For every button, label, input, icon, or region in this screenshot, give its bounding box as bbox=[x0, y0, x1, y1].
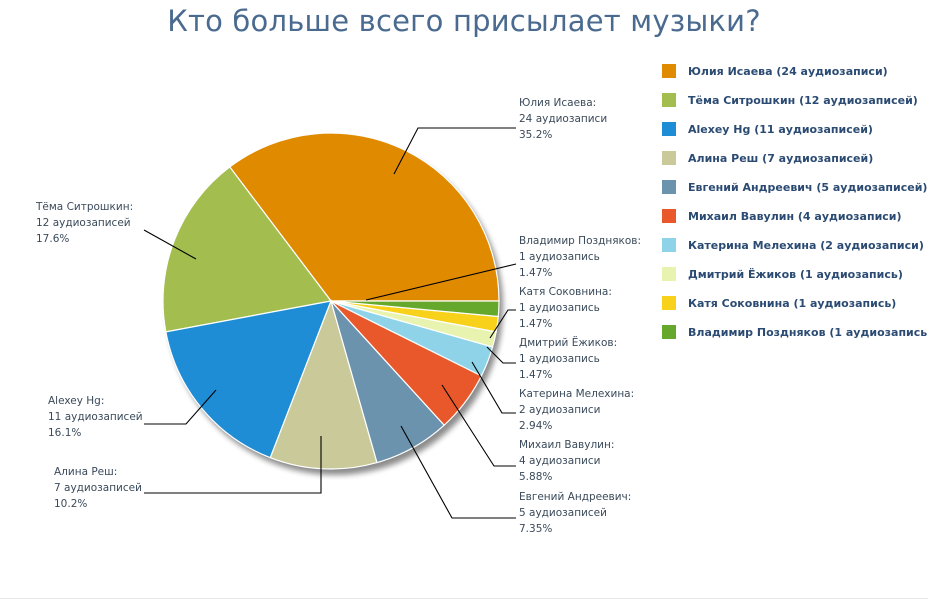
slice-label-name-alexey-hg: Alexey Hg: bbox=[48, 395, 104, 407]
pie-slice-алина-реш[interactable] bbox=[269, 299, 378, 470]
legend-item-дмитрий-ёжиков: Дмитрий Ёжиков (1 аудиозапись) bbox=[688, 267, 903, 281]
pie-slice-владимир-поздняков[interactable] bbox=[330, 300, 500, 318]
legend-item-евгений-андреевич: Евгений Андреевич (5 аудиозаписей) bbox=[688, 181, 927, 194]
slice-label-count-михаил-вавулин: 4 аудиозаписи bbox=[519, 455, 600, 467]
leader-line-михаил-вавулин bbox=[441, 384, 516, 467]
legend-swatch-дмитрий-ёжиков bbox=[662, 267, 676, 281]
leader-line-катерина-мелехина bbox=[471, 361, 516, 414]
slice-label-percent-владимир-поздняков: 1.47% bbox=[519, 267, 552, 279]
slice-label-percent-юлия-исаева: 35.2% bbox=[519, 129, 552, 141]
slice-label-name-михаил-вавулин: Михаил Вавулин: bbox=[519, 439, 614, 451]
slice-label-percent-дмитрий-ёжиков: 1.47% bbox=[519, 369, 552, 381]
legend-swatch-катя-соковнина bbox=[662, 296, 676, 310]
slice-label-name-катя-соковнина: Катя Соковнина: bbox=[519, 286, 612, 298]
leader-line-alexey-hg bbox=[144, 389, 217, 425]
legend-item-юлия-исаева: Юлия Исаева (24 аудиозаписи) bbox=[688, 65, 888, 78]
legend-item-alexey-hg: Alexey Hg (11 аудиозаписей) bbox=[688, 123, 873, 136]
leader-line-катя-соковнина bbox=[489, 309, 516, 339]
slice-label-name-евгений-андреевич: Евгений Андреевич: bbox=[519, 491, 631, 503]
legend-swatch-алина-реш bbox=[662, 151, 676, 165]
slice-label-count-катерина-мелехина: 2 аудиозаписи bbox=[519, 404, 600, 416]
leader-line-дмитрий-ёжиков bbox=[486, 346, 516, 364]
slice-label-count-дмитрий-ёжиков: 1 аудиозапись bbox=[519, 353, 600, 365]
leader-line-владимир-поздняков bbox=[365, 263, 517, 301]
slice-label-name-тёма-ситрошкин: Тёма Ситрошкин: bbox=[35, 201, 133, 213]
slice-label-percent-алина-реш: 10.2% bbox=[54, 498, 87, 510]
slice-label-count-юлия-исаева: 24 аудиозаписи bbox=[519, 113, 607, 125]
legend-swatch-юлия-исаева bbox=[662, 64, 676, 78]
legend-swatch-alexey-hg bbox=[662, 122, 676, 136]
slice-label-count-алина-реш: 7 аудиозаписей bbox=[54, 482, 142, 494]
slice-label-name-юлия-исаева: Юлия Исаева: bbox=[519, 97, 596, 109]
slice-label-count-тёма-ситрошкин: 12 аудиозаписей bbox=[36, 217, 131, 229]
slice-label-count-alexey-hg: 11 аудиозаписей bbox=[48, 411, 143, 423]
slice-label-percent-катя-соковнина: 1.47% bbox=[519, 318, 552, 330]
legend-swatch-катерина-мелехина bbox=[662, 238, 676, 252]
bottom-divider bbox=[0, 598, 928, 599]
legend-item-тёма-ситрошкин: Тёма Ситрошкин (12 аудиозаписей) bbox=[688, 94, 918, 107]
legend-item-алина-реш: Алина Реш (7 аудиозаписей) bbox=[688, 152, 873, 165]
legend-item-владимир-поздняков: Владимир Поздняков (1 аудиозапись) bbox=[688, 326, 928, 339]
slice-label-percent-тёма-ситрошкин: 17.6% bbox=[36, 233, 69, 245]
legend-item-катерина-мелехина: Катерина Мелехина (2 аудиозаписи) bbox=[688, 239, 924, 252]
slice-label-name-владимир-поздняков: Владимир Поздняков: bbox=[519, 235, 641, 247]
leader-line-юлия-исаева bbox=[393, 127, 516, 175]
slice-label-count-евгений-андреевич: 5 аудиозаписей bbox=[519, 507, 607, 519]
slice-label-count-катя-соковнина: 1 аудиозапись bbox=[519, 302, 600, 314]
legend-swatch-евгений-андреевич bbox=[662, 180, 676, 194]
slice-label-percent-alexey-hg: 16.1% bbox=[48, 427, 81, 439]
slice-label-percent-евгений-андреевич: 7.35% bbox=[519, 523, 552, 535]
legend-swatch-михаил-вавулин bbox=[662, 209, 676, 223]
chart-title: Кто больше всего присылает музыки? bbox=[167, 4, 761, 38]
leader-line-алина-реш bbox=[144, 436, 322, 494]
slice-label-name-катерина-мелехина: Катерина Мелехина: bbox=[519, 388, 634, 400]
slice-label-percent-катерина-мелехина: 2.94% bbox=[519, 420, 552, 432]
leader-line-тёма-ситрошкин bbox=[143, 229, 197, 260]
pie-slice-alexey-hg[interactable] bbox=[165, 300, 332, 459]
slice-label-name-дмитрий-ёжиков: Дмитрий Ёжиков: bbox=[519, 336, 617, 349]
slice-label-percent-михаил-вавулин: 5.88% bbox=[519, 471, 552, 483]
slice-label-count-владимир-поздняков: 1 аудиозапись bbox=[519, 251, 600, 263]
legend-swatch-тёма-ситрошкин bbox=[662, 93, 676, 107]
legend-item-михаил-вавулин: Михаил Вавулин (4 аудиозаписи) bbox=[688, 210, 902, 223]
legend-swatch-владимир-поздняков bbox=[662, 325, 676, 339]
pie-slice-тёма-ситрошкин[interactable] bbox=[162, 166, 333, 333]
leader-line-евгений-андреевич bbox=[400, 425, 516, 519]
slice-label-name-алина-реш: Алина Реш: bbox=[54, 466, 117, 478]
legend-item-катя-соковнина: Катя Соковнина (1 аудиозапись) bbox=[688, 297, 896, 310]
